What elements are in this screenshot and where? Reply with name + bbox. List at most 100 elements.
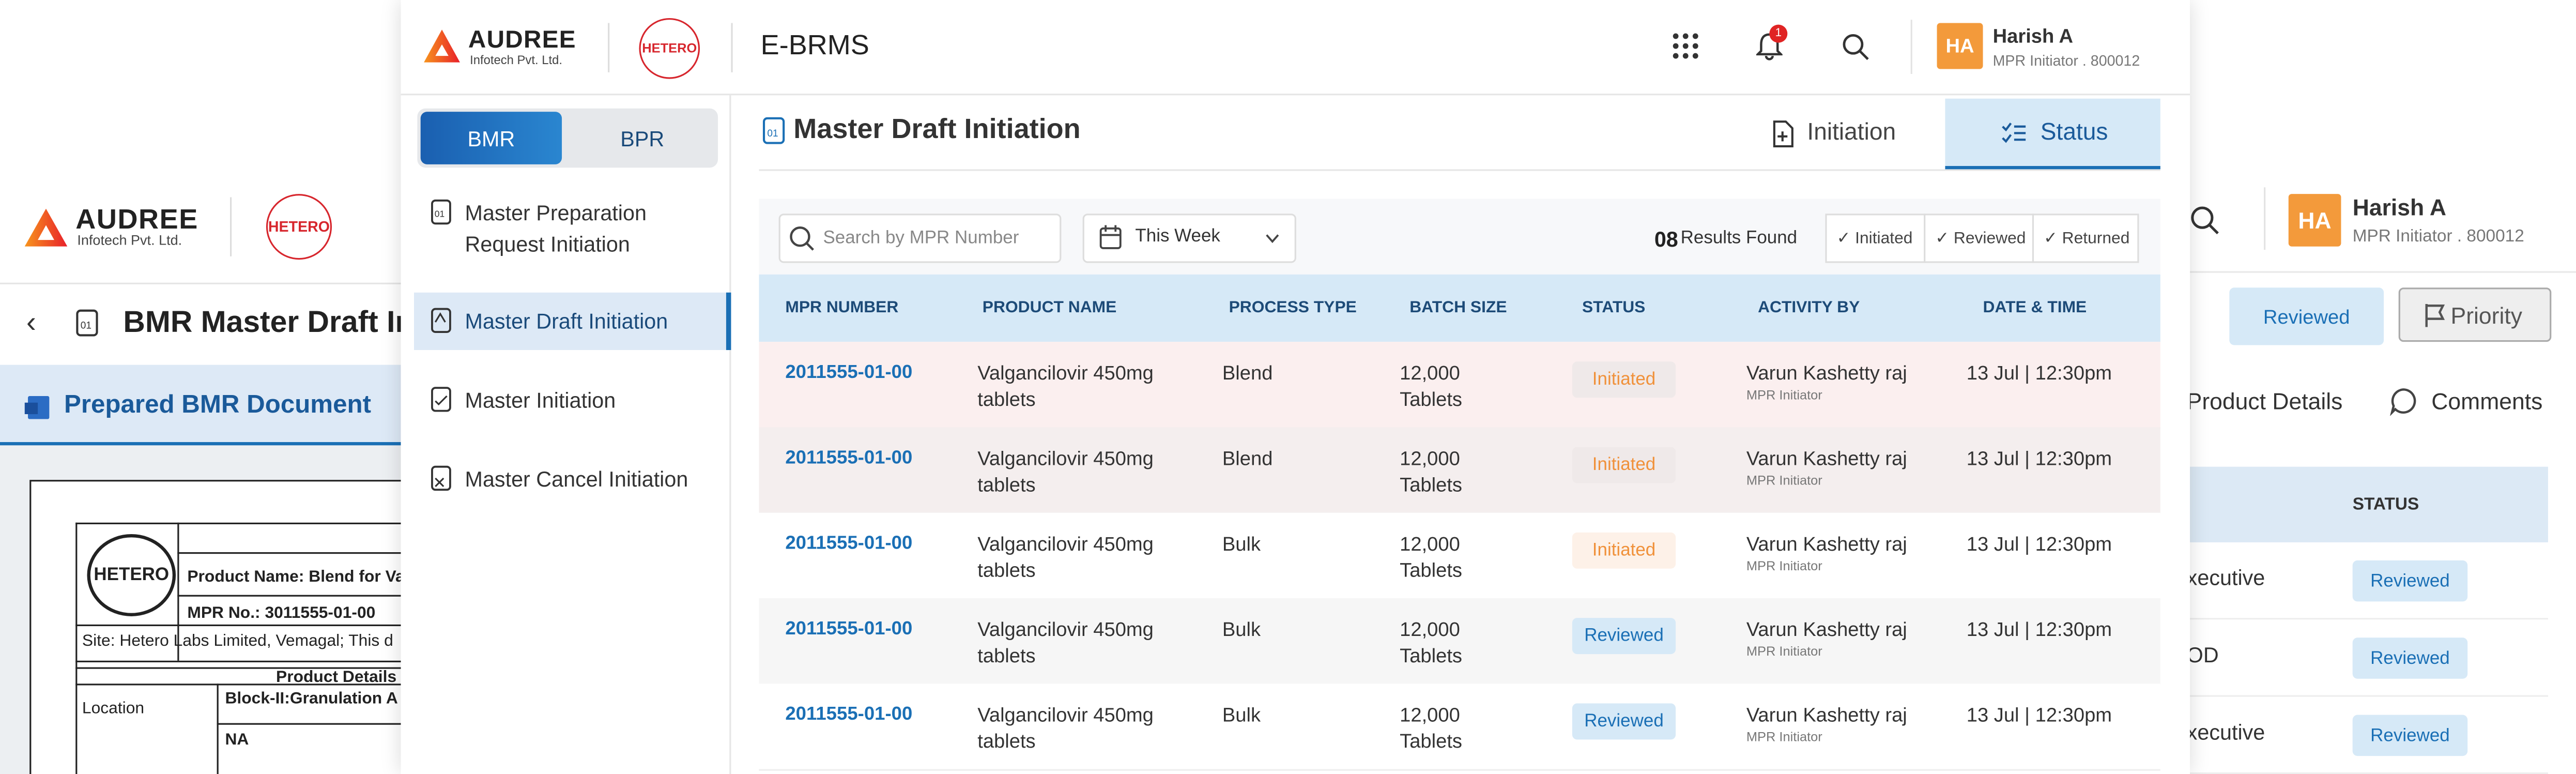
page-title: BMR Master Draft Initiation — [123, 304, 401, 339]
tab-bpr[interactable]: BPR — [620, 126, 665, 150]
filter-label: Returned — [2062, 229, 2130, 248]
batch-size: 12,000 Tablets — [1400, 361, 1463, 411]
audree-logo-icon — [24, 208, 68, 247]
results-count: 08 — [1654, 226, 1678, 252]
filter-chip[interactable]: ✓ Initiated — [1827, 214, 1926, 263]
column-header: PROCESS TYPE — [1229, 299, 1357, 317]
reviewed-button[interactable]: Reviewed — [2229, 287, 2384, 345]
results-label: Results Found — [1680, 228, 1798, 248]
status-badge: Initiated — [1572, 361, 1676, 398]
audree-logo-icon — [424, 29, 460, 63]
doc-mpr-no: MPR No.: 3011555-01-00 — [187, 604, 376, 623]
table-row[interactable]: 2011555-01-00 Valgancilovir 450mg tablets… — [759, 342, 2160, 429]
left-screen: AUDREE Infotech Pvt. Ltd. HETERO ‹ 01 BM… — [0, 164, 401, 774]
divider — [2264, 187, 2266, 250]
logo-name: AUDREE — [75, 204, 198, 235]
column-header: BATCH SIZE — [1409, 299, 1507, 317]
status-badge: Reviewed — [1572, 703, 1676, 740]
doc-location-value: Block-II:Granulation A — [225, 690, 398, 708]
tab-status[interactable]: Status — [2040, 120, 2108, 146]
notification-badge: 1 — [1769, 24, 1788, 43]
divider — [0, 282, 401, 284]
role-cell: xecutive — [2190, 720, 2265, 745]
table-row[interactable]: 2011555-01-00 Valgancilovir 450mg tablets… — [759, 427, 2160, 514]
date-time: 13 Jul | 12:30pm — [1966, 618, 2112, 641]
logo-name: AUDREE — [468, 26, 576, 54]
table-row[interactable]: 2011555-01-00 Valgancilovir 450mg tablets… — [759, 598, 2160, 686]
status-badge: Reviewed — [2352, 560, 2468, 602]
priority-button[interactable]: Priority — [2398, 287, 2552, 342]
tab-label[interactable]: Prepared BMR Document — [64, 391, 372, 419]
mpr-number: 2011555-01-00 — [785, 619, 913, 640]
tab-bar — [0, 365, 401, 446]
doc-icon: 01 — [76, 309, 98, 337]
activity-role: MPR Initiator — [1746, 558, 1822, 574]
avatar: HA — [1937, 23, 1983, 69]
back-button[interactable]: ‹ — [26, 306, 36, 339]
check: ✓ — [2044, 229, 2062, 248]
search-box[interactable] — [778, 214, 1062, 263]
divider — [731, 23, 733, 72]
period-label: This Week — [1135, 226, 1220, 247]
status-badge: Initiated — [1572, 532, 1676, 569]
menu-item[interactable]: Master Initiation — [465, 388, 616, 413]
batch-size: 12,000 Tablets — [1400, 532, 1463, 582]
filter-chip[interactable]: ✓ Returned — [2034, 214, 2137, 263]
process-type: Bulk — [1222, 532, 1261, 556]
avatar: HA — [2288, 194, 2341, 247]
tab-bmr[interactable]: BMR — [420, 112, 562, 164]
rule — [177, 595, 401, 597]
role-cell: xecutive — [2190, 565, 2265, 590]
right-screen: HA Harish A MPR Initiator . 800012 Revie… — [2190, 164, 2576, 774]
svg-text:01: 01 — [435, 209, 444, 219]
active-menu-bg — [413, 292, 731, 351]
filter-chip[interactable]: ✓ Reviewed — [1925, 214, 2034, 263]
table-row-divider — [2190, 695, 2548, 697]
date-time: 13 Jul | 12:30pm — [1966, 532, 2112, 556]
partner-logo: HETERO — [266, 194, 332, 260]
period-select[interactable] — [1082, 214, 1296, 263]
search-icon[interactable] — [2190, 205, 2219, 235]
menu-item-active[interactable]: Master Draft Initiation — [465, 309, 668, 334]
tab-product-details[interactable]: Product Details — [2190, 388, 2343, 414]
table-row[interactable]: 2011555-01-00 Valgancilovir 450mg tablets… — [759, 684, 2160, 771]
calendar-icon — [1099, 225, 1122, 249]
mpr-number: 2011555-01-00 — [785, 705, 913, 725]
divider — [759, 169, 2160, 171]
filter-label: Reviewed — [1953, 229, 2026, 248]
activity-by: Varun Kashetty raj — [1746, 703, 1907, 726]
logo-tagline: Infotech Pvt. Ltd. — [470, 52, 563, 68]
menu-item[interactable]: Master Preparation Request Initiation — [465, 200, 647, 256]
document-logo: HETERO — [87, 534, 176, 616]
activity-by: Varun Kashetty raj — [1746, 618, 1907, 641]
rule — [217, 684, 219, 774]
tab-comments[interactable]: Comments — [2431, 388, 2543, 414]
table-row[interactable]: 2011555-01-00 Valgancilovir 450mg tablets… — [759, 512, 2160, 600]
doc-product-name: Product Name: Blend for Va — [187, 568, 401, 587]
menu-item[interactable]: Master Cancel Initiation — [465, 466, 688, 492]
title-icon: 01 — [762, 117, 785, 144]
search-icon[interactable] — [1842, 33, 1869, 61]
word-icon — [24, 396, 50, 419]
user-name: Harish A — [1992, 24, 2074, 48]
check: ✓ — [1935, 229, 1954, 248]
doc-site: Site: Hetero Labs Limited, Vemagal; This… — [82, 632, 393, 651]
divider — [229, 197, 232, 256]
status-badge: Reviewed — [2352, 638, 2468, 679]
process-type: Bulk — [1222, 618, 1261, 641]
product-name: Valgancilovir 450mg tablets — [977, 532, 1154, 582]
svg-text:01: 01 — [81, 321, 91, 331]
rule — [177, 552, 401, 554]
apps-icon[interactable] — [1673, 33, 1699, 59]
doc-location-label: Location — [82, 700, 145, 719]
tab-initiation[interactable]: Initiation — [1807, 120, 1896, 146]
batch-size: 12,000 Tablets — [1400, 618, 1463, 667]
search-icon — [790, 226, 814, 251]
logo-tagline: Infotech Pvt. Ltd. — [77, 232, 182, 248]
rule — [177, 522, 179, 661]
date-time: 13 Jul | 12:30pm — [1966, 447, 2112, 471]
status-badge: Reviewed — [2352, 715, 2468, 756]
process-type: Blend — [1222, 361, 1273, 385]
